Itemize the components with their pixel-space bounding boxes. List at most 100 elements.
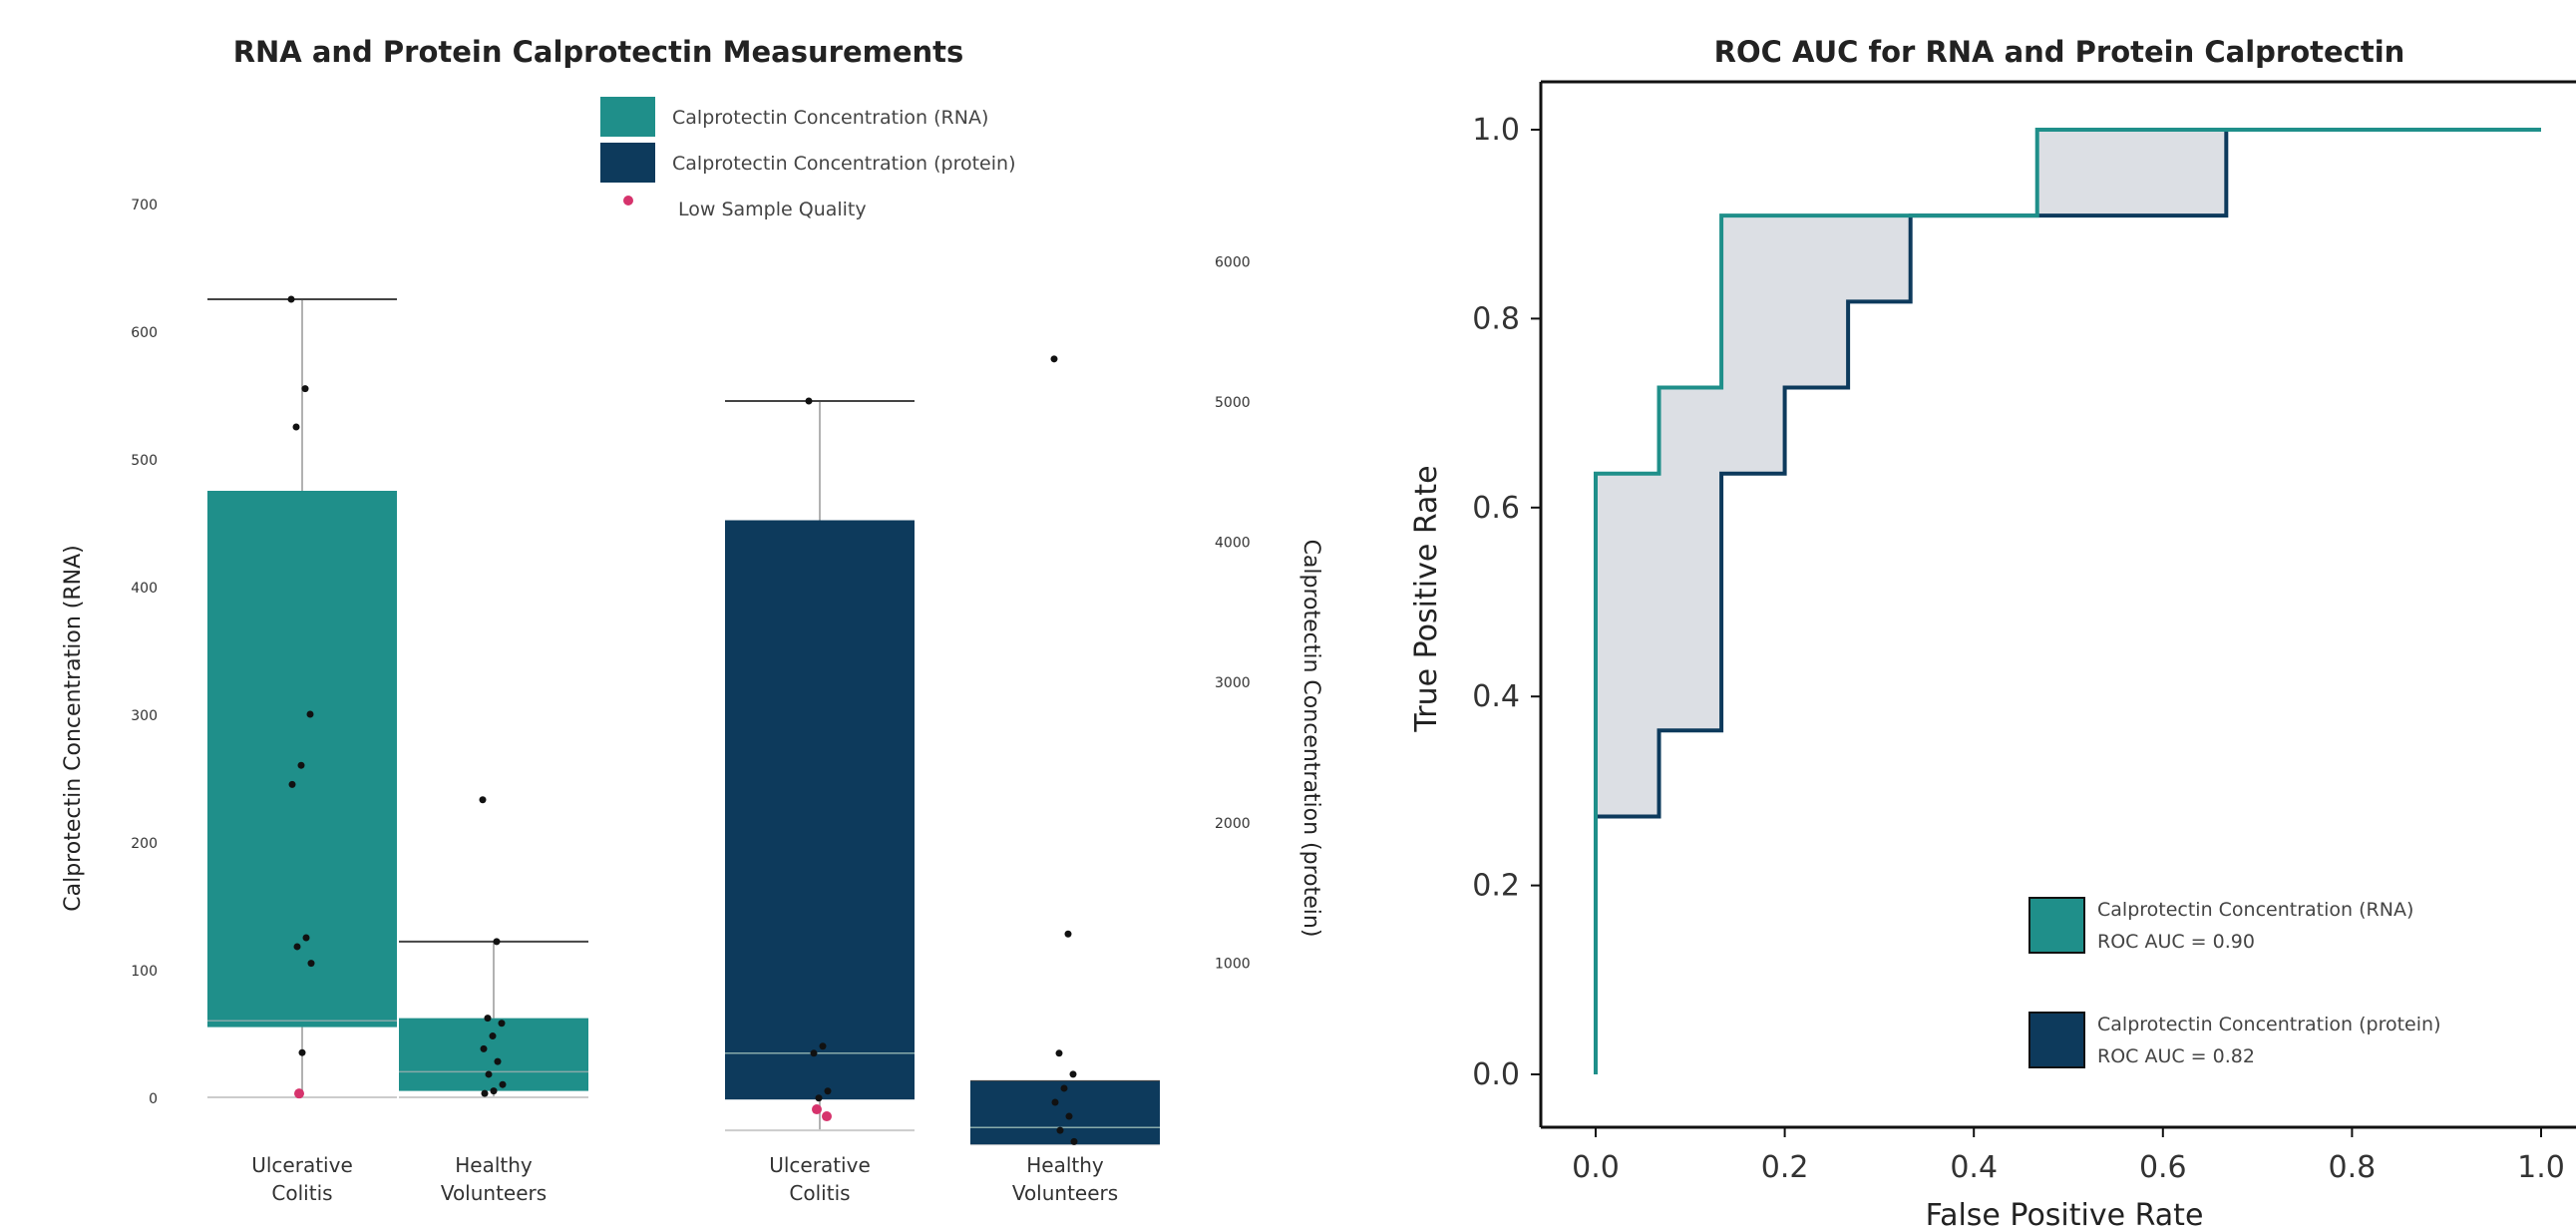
data-point [810,1049,818,1057]
legend-label: Calprotectin Concentration (RNA) [672,107,988,129]
box [725,520,915,1100]
fill-between-area [1596,130,2541,1074]
data-point [302,934,310,942]
data-point [306,710,314,718]
y-right-tick-label: 4000 [1215,536,1251,552]
roc-line-protein [1594,128,2541,1074]
data-point [1056,1126,1064,1134]
y-right-axis-label: Calprotectin Concentration (protein) [1298,540,1323,938]
y-right-tick-label: 2000 [1215,816,1251,832]
data-point [1050,355,1058,363]
legend-swatch [2028,897,2085,954]
data-point [301,385,309,393]
data-point [1064,930,1072,938]
data-point [498,1020,506,1027]
data-point [479,796,487,804]
legend-label: Calprotectin Concentration (RNA) [2097,899,2413,921]
category-label: Ulcerative [251,1153,353,1177]
y-left-axis-label: Calprotectin Concentration (RNA) [61,545,86,911]
box [399,1018,588,1091]
legend-swatch [600,97,655,137]
category-label: Healthy [455,1153,533,1177]
y-left-tick-label: 200 [131,836,158,852]
data-point [307,960,315,968]
legend-dot [623,196,633,205]
data-point [1060,1084,1068,1092]
category-label: Healthy [1026,1153,1104,1177]
data-point [293,943,301,951]
category-label: Ulcerative [769,1153,871,1177]
data-point [805,397,813,405]
box [207,491,397,1027]
data-point [824,1087,832,1095]
box [970,1080,1160,1145]
data-point [484,1015,492,1023]
data-point [815,1094,823,1102]
legend-label: Low Sample Quality [678,199,867,220]
y-left-tick-label: 300 [131,708,158,724]
data-point [287,295,295,303]
y-tick-label: 0.0 [1472,1057,1520,1092]
roc-curve-chart: ROC AUC for RNA and Protein Calprotectin… [1409,35,2576,1232]
x-tick-label: 0.8 [2329,1150,2377,1185]
data-point [1051,1098,1059,1106]
low-quality-point [812,1104,822,1115]
data-point [298,1048,306,1056]
x-tick-label: 0.6 [2139,1150,2187,1185]
y-tick-label: 0.2 [1472,869,1520,904]
data-point [499,1080,507,1088]
data-point [1055,1049,1063,1057]
roc-line-rna [1594,128,2541,1074]
y-tick-label: 0.6 [1472,491,1520,526]
y-left-tick-label: 400 [131,581,158,597]
data-point [288,780,296,788]
y-left-tick-label: 500 [131,453,158,469]
category-label: Colitis [271,1181,332,1205]
y-tick-label: 0.8 [1472,301,1520,336]
data-point [297,761,305,769]
x-tick-label: 0.2 [1761,1150,1809,1185]
legend-auc-label: ROC AUC = 0.90 [2097,931,2255,953]
y-left-tick-label: 100 [131,964,158,980]
legend-swatch [2028,1012,2085,1068]
data-point [480,1044,488,1052]
data-point [292,423,300,431]
x-tick-label: 0.0 [1572,1150,1620,1185]
legend-auc-label: ROC AUC = 0.82 [2097,1045,2255,1067]
data-point [493,938,501,946]
y-right-tick-label: 1000 [1215,956,1251,972]
legend-label: Calprotectin Concentration (protein) [672,153,1015,175]
chart-title: RNA and Protein Calprotectin Measurement… [233,35,964,69]
y-tick-label: 1.0 [1472,113,1520,148]
chart-title: ROC AUC for RNA and Protein Calprotectin [1714,35,2405,69]
data-point [494,1057,502,1065]
y-right-tick-label: 6000 [1215,254,1251,270]
data-point [481,1089,489,1097]
data-point [819,1042,827,1050]
y-right-tick-label: 5000 [1215,395,1251,411]
data-point [1070,1137,1078,1145]
category-label: Volunteers [441,1181,547,1205]
y-left-tick-label: 600 [131,325,158,341]
y-left-tick-label: 700 [131,198,158,213]
low-quality-point [822,1111,832,1122]
category-label: Colitis [789,1181,850,1205]
x-tick-label: 0.4 [1950,1150,1998,1185]
x-tick-label: 1.0 [2517,1150,2565,1185]
data-point [1065,1112,1073,1120]
x-axis-label: False Positive Rate [1926,1198,2204,1232]
legend-label: Calprotectin Concentration (protein) [2097,1014,2440,1035]
data-point [490,1087,498,1095]
y-left-tick-label: 0 [149,1091,158,1107]
low-quality-point [294,1088,304,1099]
box-plot-chart: RNA and Protein Calprotectin Measurement… [61,35,1323,1205]
legend-swatch [600,143,655,183]
data-point [485,1070,493,1078]
data-point [489,1032,497,1040]
y-right-tick-label: 3000 [1215,675,1251,691]
y-axis-label: True Positive Rate [1409,465,1444,732]
y-tick-label: 0.4 [1472,679,1520,714]
data-point [1069,1070,1077,1078]
category-label: Volunteers [1012,1181,1118,1205]
